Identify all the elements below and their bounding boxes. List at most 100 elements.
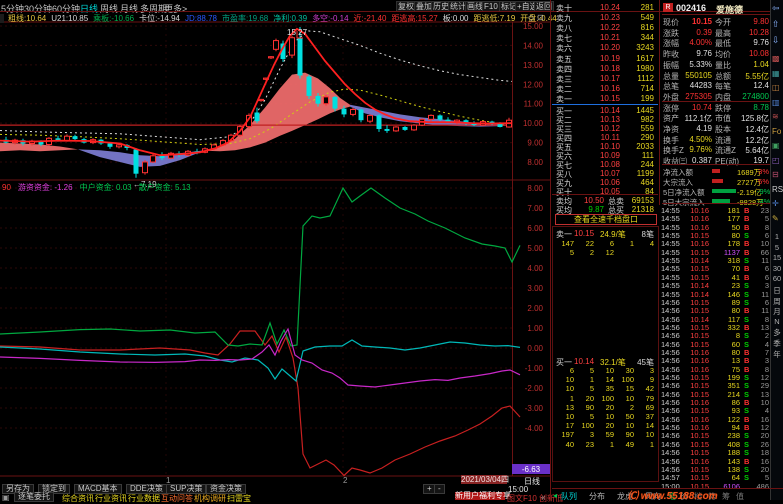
bottom-tab-3[interactable]: MACD基本 — [74, 484, 122, 494]
news-link-5[interactable]: 机构调研 — [194, 494, 226, 503]
tick-count: 11 — [761, 289, 769, 299]
tick-time: 14:56 — [661, 389, 680, 399]
panel-tab-1[interactable]: 队列 — [561, 492, 577, 501]
zoom-out-button[interactable]: - — [434, 484, 445, 494]
ask-level-price[interactable]: 10.23 — [599, 13, 620, 23]
panel-tab-5[interactable]: 笔 — [668, 492, 676, 501]
strip-period-5[interactable]: 5 — [774, 242, 780, 252]
news-link-4[interactable]: 互动问答 — [161, 494, 193, 503]
bid-level-price[interactable]: 10.07 — [599, 169, 620, 178]
strip-tool-icon-9[interactable]: ⊟ — [772, 170, 779, 179]
ask-level-price[interactable]: 10.18 — [599, 63, 620, 73]
news-link-1[interactable]: 综合资讯 — [62, 494, 94, 503]
tab-period-4[interactable]: 日线 — [80, 4, 99, 14]
panel-tab-7[interactable]: 档 — [694, 492, 702, 501]
panel-tab-10[interactable]: 值 — [736, 492, 744, 501]
bid-level-price[interactable]: 10.05 — [599, 187, 620, 196]
strip-period-15[interactable]: 15 — [772, 253, 782, 263]
strip-tool-icon-8[interactable]: ◰ — [772, 155, 780, 165]
collapse-left-icon[interactable]: ◂ — [553, 491, 558, 500]
promo-text[interactable]: 图文F10 创新低 — [507, 494, 564, 503]
tick-price: 10.15 — [690, 381, 709, 391]
bid-level-price[interactable]: 10.06 — [599, 178, 620, 187]
tick-order-tab[interactable]: 逐笔委托 — [14, 492, 54, 502]
collapse-arrow-icon[interactable]: « — [541, 493, 546, 502]
bid-queue-cell: 1 — [569, 393, 574, 403]
strip-tool-icon-4[interactable]: ▥ — [772, 97, 780, 107]
panel-tab-2[interactable]: 分布 — [589, 492, 605, 501]
strip-tool-icon-6[interactable]: Fo — [772, 126, 782, 136]
bottom-tab-5[interactable]: SUP决策 — [166, 484, 207, 494]
strip-tool-icon-5[interactable]: ≋ — [772, 112, 779, 121]
ask-level-price[interactable]: 10.15 — [599, 93, 620, 103]
strip-tool-icon-11[interactable]: ✛ — [772, 199, 779, 208]
tick-time: 14:55 — [661, 256, 680, 266]
news-link-3[interactable]: 行业数据 — [128, 494, 160, 503]
panel-tab-3[interactable]: 龙虎 — [617, 492, 633, 501]
strip-period-30[interactable]: 30 — [772, 263, 782, 273]
split-pane-icon[interactable]: ⊡ — [537, 13, 544, 22]
news-link-2[interactable]: 行业资讯 — [95, 494, 127, 503]
level2-depth-button[interactable]: 查看全速千档盘口 — [555, 214, 657, 225]
news-link-6[interactable]: 扫雷宝 — [227, 494, 251, 503]
bid-level-price[interactable]: 10.12 — [599, 124, 620, 133]
strip-tool-icon-7[interactable]: ▣ — [772, 141, 780, 150]
tick-volume: 138 — [727, 464, 740, 474]
strip-tool-icon-12[interactable]: ✎ — [772, 213, 779, 223]
strip-period-1[interactable]: 1 — [774, 232, 780, 241]
down-arrow-icon[interactable]: ⇩ — [772, 35, 780, 45]
tab-period-5[interactable]: 周线 — [100, 4, 119, 14]
favorite-diamond-icon[interactable]: ◇ — [528, 13, 535, 22]
bid-level-price[interactable]: 10.14 — [599, 106, 620, 115]
up-arrow-icon[interactable]: ⇧ — [772, 19, 780, 29]
ask-level-price[interactable]: 10.16 — [599, 83, 620, 93]
field-value: 10.15 — [691, 17, 712, 26]
ask-level-price[interactable]: 10.20 — [599, 43, 620, 53]
ask-level-price[interactable]: 10.22 — [599, 23, 620, 33]
bid-level-price[interactable]: 10.08 — [599, 160, 620, 169]
strip-tool-icon-10[interactable]: RS — [772, 184, 783, 194]
bid-level-price[interactable]: 10.13 — [599, 115, 620, 124]
strip-period-月[interactable]: 月 — [773, 307, 781, 317]
bid-level-price[interactable]: 10.10 — [599, 142, 620, 151]
tab-period-1[interactable]: 5分钟 — [1, 4, 25, 14]
bid-level-price[interactable]: 10.09 — [599, 151, 620, 160]
tab-period-8[interactable]: 更多> — [164, 4, 188, 14]
bid-level-price[interactable]: 10.11 — [600, 133, 620, 142]
strip-tool-icon-2[interactable]: ▦ — [772, 68, 780, 78]
strip-tool-icon-1[interactable]: ▩ — [772, 54, 780, 63]
strip-period-年[interactable]: 年 — [773, 349, 781, 359]
promo-button[interactable]: 新用户福利专享 — [455, 491, 511, 500]
ask-level-price[interactable]: 10.19 — [599, 53, 620, 63]
strip-period-多[interactable]: 多 — [773, 328, 781, 338]
tab-period-3[interactable]: 60分钟 — [52, 4, 81, 14]
back-arrow-icon[interactable]: ⇦ — [772, 3, 780, 13]
ask-level-price[interactable]: 10.17 — [599, 73, 620, 83]
period-selector[interactable]: 日线 — [524, 477, 540, 486]
divider — [662, 14, 770, 15]
strip-period-N[interactable]: N — [774, 316, 780, 326]
strip-period-60[interactable]: 60 — [772, 274, 782, 284]
strip-period-周[interactable]: 周 — [773, 296, 781, 306]
strip-tool-icon-3[interactable]: ◫ — [772, 83, 780, 92]
tab-period-6[interactable]: 月线 — [120, 4, 139, 14]
panel-tab-6[interactable]: 价 — [680, 492, 688, 501]
panel-tab-9[interactable]: 筹 — [722, 492, 730, 501]
ask-level-price[interactable]: 10.21 — [599, 33, 620, 43]
tick-count: 6 — [764, 272, 769, 282]
tick-time: 14:56 — [661, 306, 680, 316]
panel-tab-4[interactable]: 风向 — [645, 492, 661, 501]
strip-period-季[interactable]: 季 — [773, 339, 781, 348]
tick-price: 10.15 — [690, 331, 709, 341]
field-value: 19.7 — [753, 156, 769, 166]
tick-count: 12 — [760, 423, 769, 433]
strip-period-日[interactable]: 日 — [773, 286, 781, 295]
tab-period-2[interactable]: 30分钟 — [24, 4, 53, 14]
bottom-tab-2[interactable]: 锁定到 — [38, 484, 70, 494]
ask-level-price[interactable]: 10.24 — [599, 3, 620, 12]
tab-period-7[interactable]: 多周期 — [140, 4, 168, 14]
panel-tab-8[interactable]: 势 — [708, 492, 716, 501]
bottom-tab-6[interactable]: 资金决策 — [206, 484, 246, 494]
layout-grid-icon[interactable]: ▣ — [2, 493, 10, 502]
